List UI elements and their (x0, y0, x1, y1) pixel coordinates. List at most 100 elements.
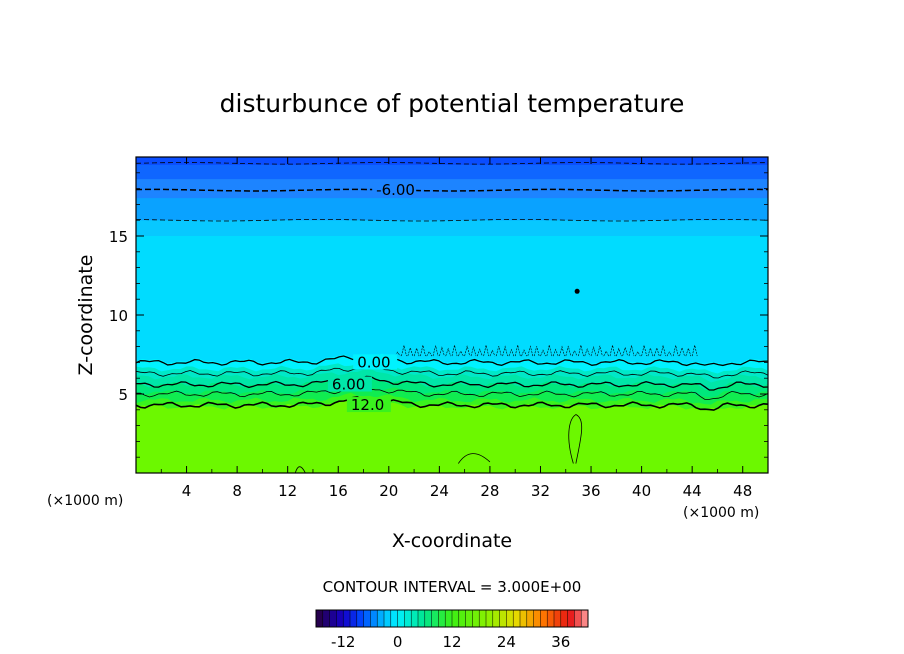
colorbar-cell (472, 610, 480, 627)
colorbar-cell (581, 610, 589, 627)
perturbation-cell (628, 345, 635, 357)
y-tick-label: 10 (109, 307, 128, 325)
colorbar-cell (377, 610, 385, 627)
perturbation-cell (489, 349, 496, 357)
perturbation-cell (597, 345, 603, 357)
x-tick-label: 44 (683, 482, 702, 500)
perturbation-cell (603, 350, 609, 357)
colorbar-cell (370, 610, 378, 627)
colorbar-cell (350, 610, 358, 627)
colorbar-cell (492, 610, 500, 627)
perturbation-cell (477, 348, 483, 357)
perturbation-cell (527, 345, 534, 357)
x-tick-label: 36 (581, 482, 600, 500)
x-tick-label: 48 (733, 482, 752, 500)
perturbation-cell (666, 351, 673, 357)
contour-label: 12.0 (351, 396, 384, 414)
perturbation-cell (483, 345, 489, 357)
colorbar-cell (336, 610, 344, 627)
contour-interval-label: CONTOUR INTERVAL = 3.000E+00 (323, 578, 582, 596)
colorbar-cell (445, 610, 453, 627)
contour-label-bg (372, 182, 417, 198)
x-tick-label: 24 (430, 482, 449, 500)
contour-label-bg (327, 376, 372, 392)
contour-label: 0.00 (357, 353, 390, 371)
perturbation-cell (546, 344, 553, 357)
y-axis-label: Z-coordinate (75, 255, 97, 376)
closed-contour (457, 453, 491, 464)
colorbar-frame (315, 609, 589, 628)
perturbation-cell (590, 345, 597, 357)
x-axis-label: X-coordinate (392, 530, 512, 552)
colorbar-cell (438, 610, 446, 627)
colorbar-cell (329, 610, 337, 627)
perturbation-cell (470, 345, 477, 357)
y-tick-label: 5 (118, 386, 128, 404)
contour-label-bg (353, 354, 398, 370)
plot-area (136, 157, 768, 473)
y-axis-unit: (×1000 m) (683, 505, 759, 521)
perturbation-cell (609, 345, 616, 357)
colorbar-cell (356, 610, 364, 627)
contour-band (136, 399, 768, 473)
colorbar-cell (363, 610, 371, 627)
colorbar-cell (479, 610, 487, 627)
colorbar-cell (404, 610, 412, 627)
perturbation-cell (578, 345, 584, 357)
perturbation-cell (552, 348, 559, 357)
perturbation-cell (432, 345, 439, 357)
perturbation-cell (413, 347, 420, 357)
perturbation-cell (401, 345, 407, 357)
perturbation-cell (514, 344, 521, 357)
colorbar-cell (411, 610, 419, 627)
perturbation-cell (508, 348, 515, 357)
contour-line (136, 375, 768, 391)
colorbar-cell (533, 610, 541, 627)
perturbation-cell (495, 346, 502, 357)
colorbar-cell (384, 610, 392, 627)
perturbation-cell (540, 349, 546, 357)
perturbation-cell (691, 345, 698, 357)
colorbar-cell (520, 610, 528, 627)
colorbar-cell (465, 610, 473, 627)
perturbation-cell (521, 349, 527, 357)
contour-label: 6.00 (332, 376, 365, 394)
contour-line (136, 365, 768, 379)
x-tick-label: 20 (379, 482, 398, 500)
colorbar-cell (316, 610, 324, 627)
perturbation-cell (445, 347, 451, 357)
perturbation-cell (420, 345, 426, 357)
colorbar-cell (526, 610, 534, 627)
colorbar-cell (567, 610, 575, 627)
perturbation-cell (660, 345, 666, 357)
contour-line (136, 162, 768, 165)
colorbar-cell (452, 610, 460, 627)
x-tick-label: 28 (480, 482, 499, 500)
colorbar-cell (574, 610, 582, 627)
perturbation-cell (685, 347, 692, 357)
perturbation-cell (426, 350, 433, 357)
colorbar-cell (560, 610, 568, 627)
perturbation-cell (616, 347, 622, 357)
x-tick-label: 40 (632, 482, 651, 500)
x-tick-label: 12 (278, 482, 297, 500)
colorbar-cell (424, 610, 432, 627)
colorbar-cell (322, 610, 330, 627)
colorbar-cell (390, 610, 398, 627)
perturbation-cell (647, 347, 654, 357)
perturbation-cell (584, 348, 591, 357)
contour-line (136, 219, 768, 222)
closed-contour (568, 414, 583, 464)
colorbar-tick-label: 36 (551, 633, 570, 651)
contour-line (136, 354, 768, 367)
perturbation-cell (559, 345, 565, 357)
colorbar-cell (554, 610, 562, 627)
closed-contour (294, 466, 306, 473)
perturbation-cell (502, 345, 508, 357)
colorbar-cell (343, 610, 351, 627)
contour-line (136, 385, 768, 400)
chart-title: disturbunce of potential temperature (220, 89, 685, 118)
colorbar-cell (397, 610, 405, 627)
contour-label: -6.00 (376, 181, 415, 199)
